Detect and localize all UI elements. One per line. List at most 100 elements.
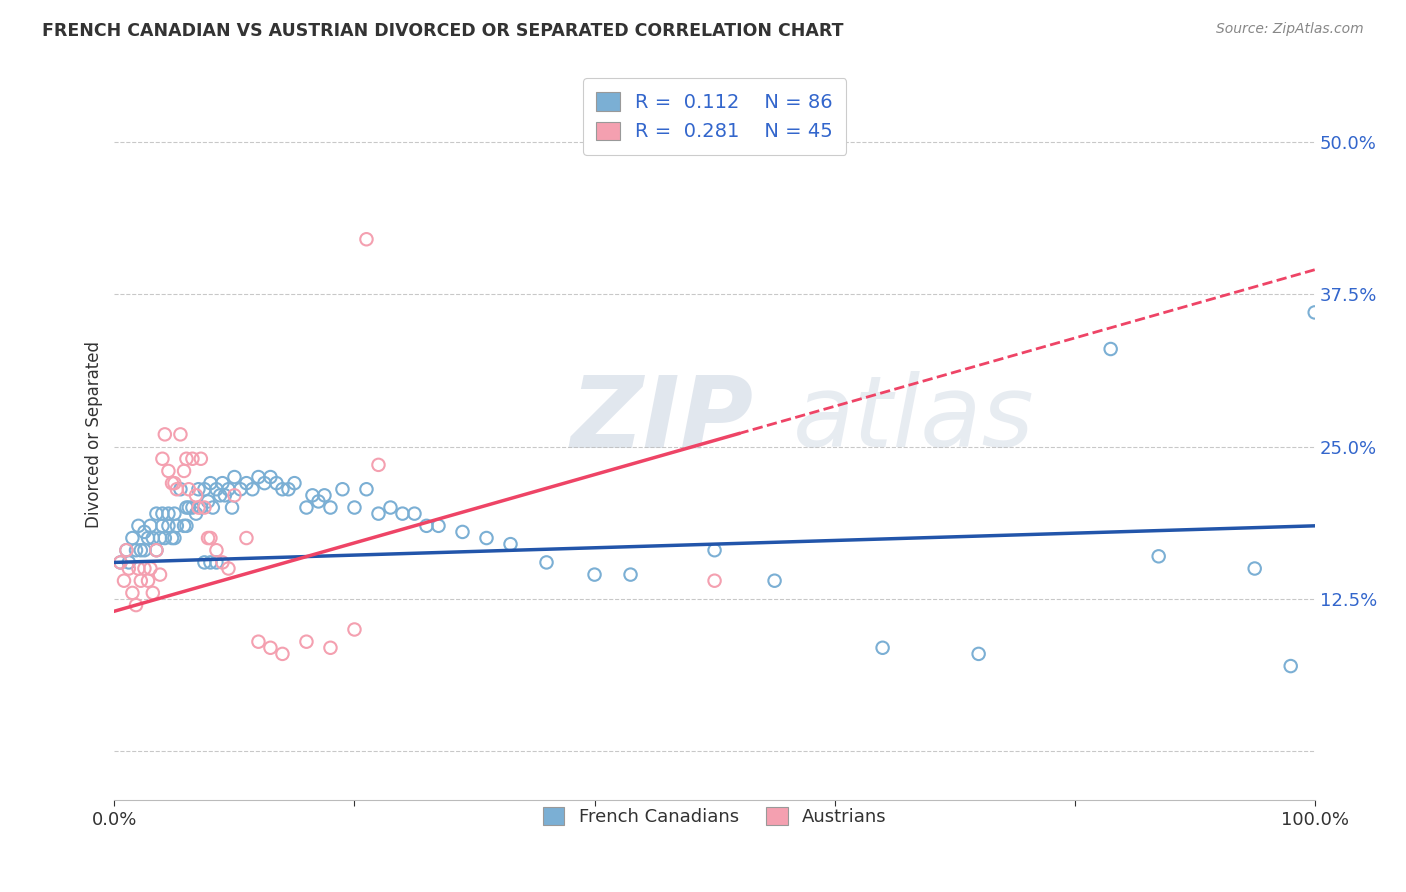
Point — [208, 488, 231, 502]
Point — [177, 482, 200, 496]
Point — [211, 556, 233, 570]
Point — [190, 500, 212, 515]
Point — [197, 531, 219, 545]
Point — [115, 543, 138, 558]
Point — [967, 647, 990, 661]
Point — [295, 500, 318, 515]
Text: ZIP: ZIP — [571, 371, 754, 468]
Point — [200, 476, 222, 491]
Point — [193, 500, 215, 515]
Point — [872, 640, 894, 655]
Point — [145, 543, 167, 558]
Point — [160, 531, 183, 545]
Point — [152, 507, 174, 521]
Point — [153, 427, 176, 442]
Point — [142, 586, 165, 600]
Point — [125, 543, 148, 558]
Point — [235, 531, 257, 545]
Point — [205, 543, 228, 558]
Point — [271, 482, 294, 496]
Point — [173, 518, 195, 533]
Point — [427, 518, 450, 533]
Point — [200, 556, 222, 570]
Point — [201, 500, 224, 515]
Point — [271, 647, 294, 661]
Point — [224, 470, 246, 484]
Point — [127, 518, 149, 533]
Point — [217, 482, 239, 496]
Point — [136, 531, 159, 545]
Point — [332, 482, 354, 496]
Point — [181, 451, 204, 466]
Point — [157, 507, 180, 521]
Point — [253, 476, 276, 491]
Point — [115, 543, 138, 558]
Text: Source: ZipAtlas.com: Source: ZipAtlas.com — [1216, 22, 1364, 37]
Point — [149, 531, 172, 545]
Point — [763, 574, 786, 588]
Point — [499, 537, 522, 551]
Point — [176, 518, 198, 533]
Point — [136, 574, 159, 588]
Point — [127, 561, 149, 575]
Point — [134, 524, 156, 539]
Point — [343, 500, 366, 515]
Point — [1147, 549, 1170, 564]
Point — [163, 476, 186, 491]
Point — [259, 470, 281, 484]
Point — [211, 476, 233, 491]
Point — [163, 531, 186, 545]
Point — [160, 476, 183, 491]
Point — [121, 531, 143, 545]
Point — [145, 543, 167, 558]
Point — [139, 561, 162, 575]
Point — [301, 488, 323, 502]
Point — [224, 488, 246, 502]
Point — [134, 561, 156, 575]
Point — [283, 476, 305, 491]
Point — [184, 488, 207, 502]
Point — [139, 518, 162, 533]
Point — [157, 518, 180, 533]
Text: FRENCH CANADIAN VS AUSTRIAN DIVORCED OR SEPARATED CORRELATION CHART: FRENCH CANADIAN VS AUSTRIAN DIVORCED OR … — [42, 22, 844, 40]
Point — [319, 500, 342, 515]
Point — [190, 451, 212, 466]
Point — [619, 567, 641, 582]
Point — [356, 232, 378, 246]
Point — [536, 556, 558, 570]
Point — [200, 531, 222, 545]
Point — [129, 543, 152, 558]
Point — [149, 567, 172, 582]
Point — [229, 482, 252, 496]
Point — [193, 556, 215, 570]
Point — [169, 427, 191, 442]
Point — [118, 561, 141, 575]
Point — [163, 507, 186, 521]
Point — [380, 500, 402, 515]
Point — [475, 531, 498, 545]
Point — [177, 500, 200, 515]
Point — [1303, 305, 1326, 319]
Point — [110, 556, 132, 570]
Point — [314, 488, 336, 502]
Point — [343, 623, 366, 637]
Point — [266, 476, 288, 491]
Point — [118, 556, 141, 570]
Point — [129, 574, 152, 588]
Point — [152, 451, 174, 466]
Point — [166, 518, 188, 533]
Point — [121, 586, 143, 600]
Point — [176, 451, 198, 466]
Point — [583, 567, 606, 582]
Point — [703, 543, 725, 558]
Point — [193, 482, 215, 496]
Point — [169, 482, 191, 496]
Point — [295, 634, 318, 648]
Point — [247, 634, 270, 648]
Point — [142, 531, 165, 545]
Point — [184, 507, 207, 521]
Point — [166, 482, 188, 496]
Text: atlas: atlas — [793, 371, 1035, 468]
Point — [134, 543, 156, 558]
Point — [404, 507, 426, 521]
